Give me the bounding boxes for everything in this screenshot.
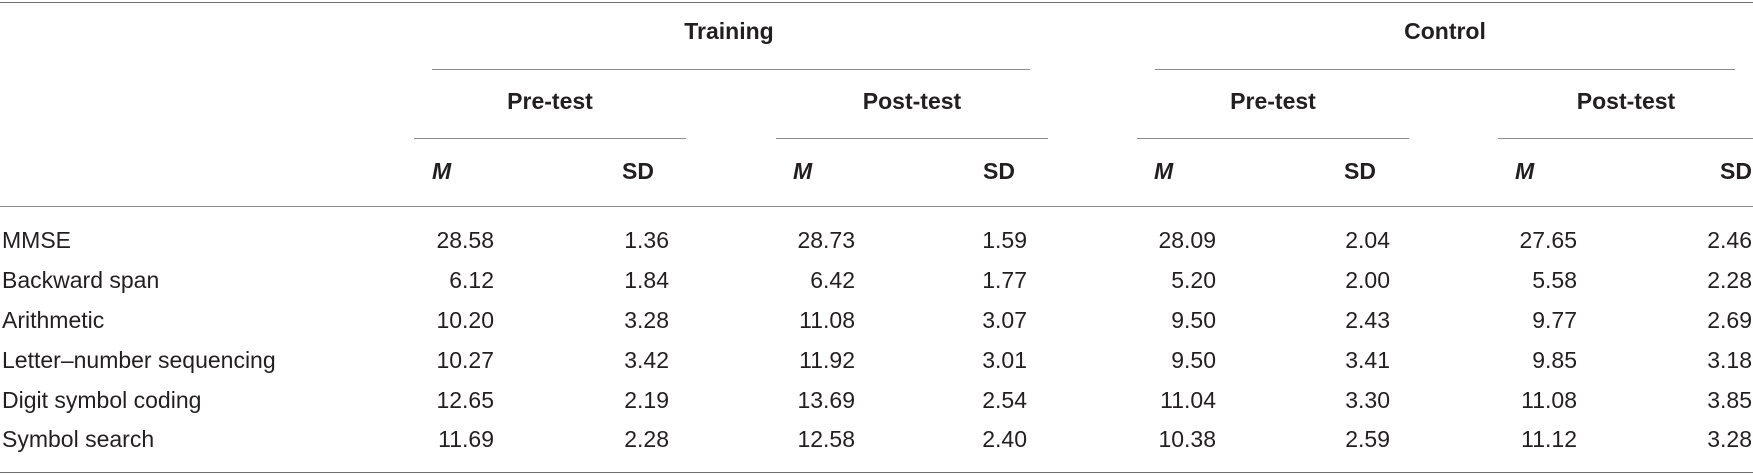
- cell-sd: 3.07: [982, 307, 1027, 333]
- cell-sd: 1.36: [624, 227, 669, 253]
- row-label: Symbol search: [2, 426, 155, 452]
- cell-mean: 27.65: [1519, 227, 1577, 253]
- stat-header-m: M: [1515, 158, 1535, 184]
- stat-header-m: M: [432, 158, 452, 184]
- cell-mean: 11.92: [799, 347, 855, 373]
- cell-sd: 2.00: [1345, 267, 1390, 293]
- cell-sd: 3.28: [624, 307, 669, 333]
- cell-sd: 2.59: [1345, 426, 1390, 452]
- cell-mean: 10.38: [1158, 426, 1216, 452]
- phase-header-training-posttest: Post-test: [862, 88, 962, 114]
- training-posttest-rule: [776, 138, 1048, 139]
- cell-sd: 2.04: [1345, 227, 1390, 253]
- cell-mean: 11.69: [438, 426, 494, 452]
- cell-mean: 11.12: [1521, 426, 1577, 452]
- cell-sd: 2.28: [624, 426, 669, 452]
- cell-sd: 1.59: [982, 227, 1027, 253]
- row-label: MMSE: [2, 227, 71, 253]
- control-pretest-rule: [1137, 138, 1409, 139]
- stat-header-sd: SD: [622, 158, 654, 184]
- cell-mean: 13.69: [797, 387, 855, 413]
- table-top-rule: [0, 2, 1753, 3]
- table-bottom-rule: [0, 472, 1753, 473]
- phase-header-control-posttest: Post-test: [1576, 88, 1676, 114]
- training-pretest-rule: [414, 138, 686, 139]
- cell-mean: 5.58: [1532, 267, 1577, 293]
- cell-sd: 3.30: [1345, 387, 1390, 413]
- cell-mean: 9.50: [1171, 307, 1216, 333]
- cell-mean: 10.27: [436, 347, 494, 373]
- cell-sd: 2.28: [1707, 267, 1752, 293]
- cell-sd: 3.42: [624, 347, 669, 373]
- cell-sd: 1.84: [624, 267, 669, 293]
- cell-sd: 1.77: [982, 267, 1027, 293]
- cell-sd: 2.40: [982, 426, 1027, 452]
- group-header-control: Control: [1404, 18, 1486, 44]
- cell-sd: 3.18: [1707, 347, 1752, 373]
- cell-mean: 6.42: [810, 267, 855, 293]
- cell-mean: 9.77: [1532, 307, 1577, 333]
- cell-mean: 11.08: [1521, 387, 1577, 413]
- cell-mean: 10.20: [436, 307, 494, 333]
- cell-mean: 9.85: [1532, 347, 1577, 373]
- training-group-rule: [432, 69, 1030, 70]
- cell-mean: 6.12: [449, 267, 494, 293]
- phase-header-control-pretest: Pre-test: [1230, 88, 1316, 114]
- cell-sd: 2.19: [624, 387, 669, 413]
- stat-header-sd: SD: [1344, 158, 1376, 184]
- cell-sd: 3.41: [1345, 347, 1390, 373]
- cell-sd: 2.54: [982, 387, 1027, 413]
- row-label: Backward span: [2, 267, 160, 293]
- row-label: Digit symbol coding: [2, 387, 202, 413]
- cell-mean: 11.04: [1160, 387, 1216, 413]
- stat-header-m: M: [793, 158, 813, 184]
- row-label: Letter–number sequencing: [2, 347, 276, 373]
- cell-mean: 12.58: [797, 426, 855, 452]
- cell-sd: 3.28: [1707, 426, 1752, 452]
- stat-header-m: M: [1154, 158, 1174, 184]
- stat-header-sd: SD: [1720, 158, 1752, 184]
- cell-mean: 12.65: [436, 387, 494, 413]
- cell-mean: 28.58: [436, 227, 494, 253]
- cell-sd: 2.43: [1345, 307, 1390, 333]
- cell-sd: 2.46: [1707, 227, 1752, 253]
- cell-sd: 2.69: [1707, 307, 1752, 333]
- control-posttest-rule: [1498, 138, 1753, 139]
- row-label: Arithmetic: [2, 307, 105, 333]
- cell-mean: 5.20: [1171, 267, 1216, 293]
- stat-header-sd: SD: [983, 158, 1015, 184]
- header-bottom-rule: [0, 206, 1753, 207]
- control-group-rule: [1155, 69, 1735, 70]
- cell-mean: 28.73: [797, 227, 855, 253]
- cell-mean: 9.50: [1171, 347, 1216, 373]
- group-header-training: Training: [684, 18, 774, 44]
- cell-sd: 3.85: [1707, 387, 1752, 413]
- cell-mean: 28.09: [1158, 227, 1216, 253]
- cell-sd: 3.01: [982, 347, 1027, 373]
- phase-header-training-pretest: Pre-test: [507, 88, 593, 114]
- cell-mean: 11.08: [799, 307, 855, 333]
